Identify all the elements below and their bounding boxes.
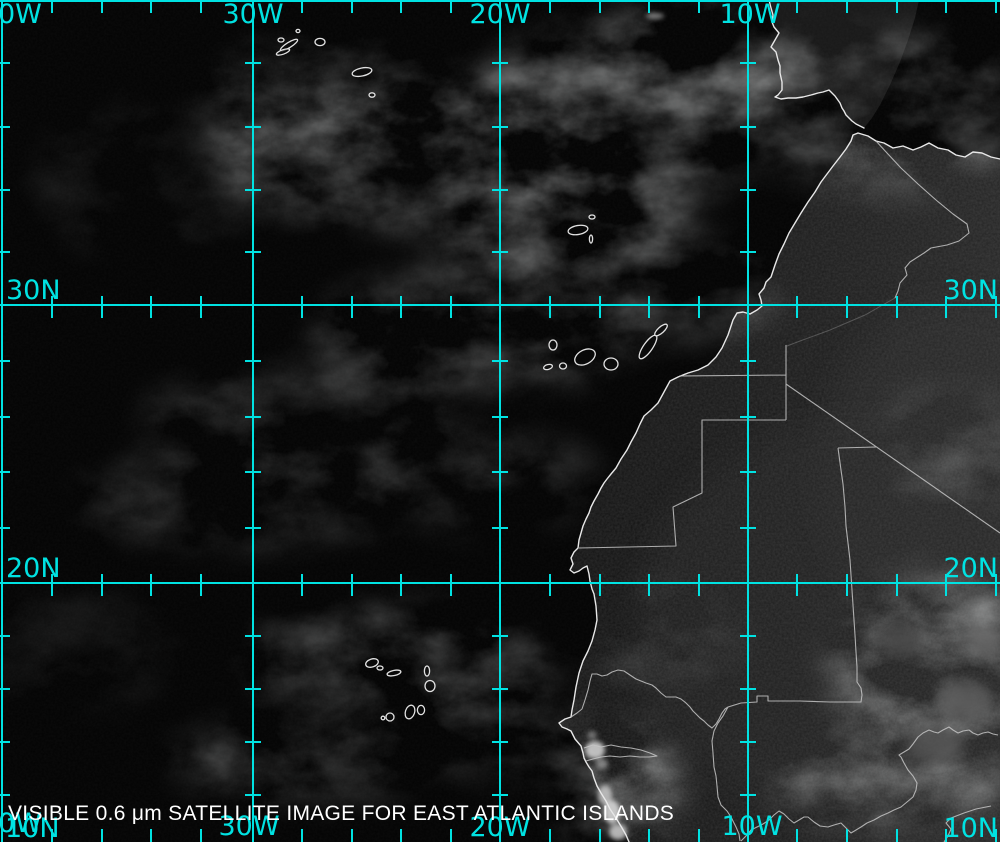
grid-label-top-40w: 0W — [0, 0, 42, 30]
grid-label-top-20w: 20W — [469, 0, 531, 30]
caption-title: VISIBLE 0.6 μm SATELLITE IMAGE FOR EAST … — [8, 802, 675, 825]
islands-cape-verde — [365, 658, 436, 722]
grid-label-left-10n: 10N — [5, 813, 60, 842]
coastline-africa — [558, 132, 1000, 842]
grid-label-left-20n: 20N — [6, 553, 61, 584]
grid-label-right-10n: 10N — [943, 813, 998, 842]
grid-label-bottom-30w: 30W — [218, 811, 280, 842]
grid-label-bottom-10w: 10W — [721, 811, 783, 842]
grid-label-left-30n: 30N — [6, 275, 61, 306]
islands-canary — [542, 323, 668, 371]
grid-label-right-30n: 30N — [943, 275, 998, 306]
grid-label-bottom-20w: 20W — [469, 812, 531, 842]
grid-label-top-10w: 10W — [719, 0, 781, 30]
islands-azores — [275, 28, 376, 98]
caption-block: VISIBLE 0.6 μm SATELLITE IMAGE FOR EAST … — [8, 756, 674, 842]
coastline-iberia — [768, 0, 865, 129]
grid-label-top-30w: 30W — [222, 0, 284, 30]
islands-madeira — [567, 214, 596, 244]
country-borders — [570, 140, 1000, 842]
border-faint-segment — [786, 297, 896, 347]
grid-label-right-20n: 20N — [943, 553, 998, 584]
grid-label-bottom-40w: 0W — [0, 808, 42, 839]
